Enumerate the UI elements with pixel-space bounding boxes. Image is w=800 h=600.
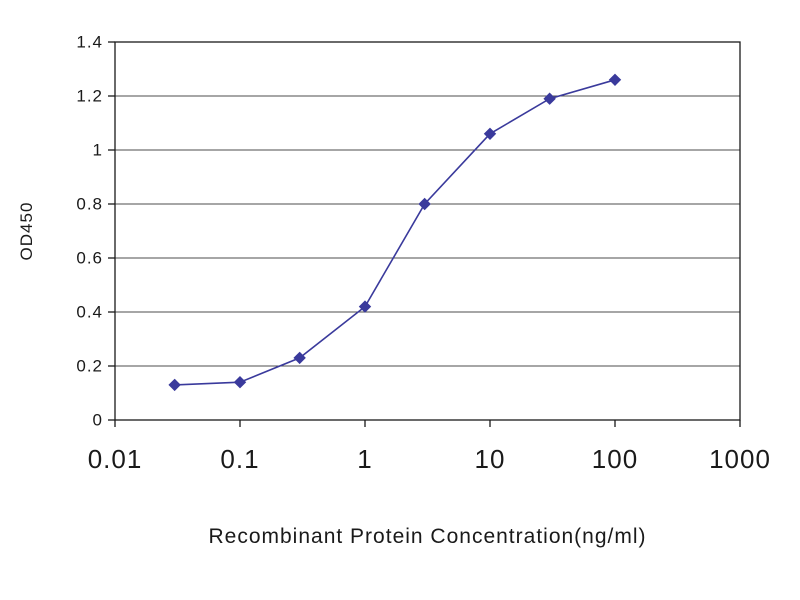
axis-titles: Recombinant Protein Concentration(ng/ml)… [17, 202, 646, 548]
y-tick-label: 0.4 [76, 303, 103, 322]
data-point-30 [543, 92, 556, 105]
series-line [174, 79, 616, 386]
y-tick-label: 0.6 [76, 249, 103, 268]
data-point-0.1 [233, 375, 247, 389]
x-tick-label: 1000 [709, 444, 771, 474]
x-tick-label: 0.1 [220, 444, 259, 474]
gridlines [115, 95, 740, 367]
data-point-0.3 [293, 351, 306, 365]
data-point-10 [483, 127, 497, 141]
y-tick-label: 0 [93, 411, 103, 430]
x-axis-title: Recombinant Protein Concentration(ng/ml) [208, 525, 646, 548]
data-point-0.03 [168, 378, 181, 392]
plot-border [114, 41, 741, 421]
axes [114, 41, 741, 421]
y-axis-title: OD450 [17, 202, 36, 261]
data-point-100 [608, 73, 622, 87]
y-tick-label: 1 [93, 141, 103, 160]
data-point-1 [358, 300, 372, 313]
y-tick-label: 1.4 [76, 33, 103, 52]
tick-marks [108, 41, 741, 427]
x-tick-label: 1 [357, 444, 372, 474]
x-tick-label: 0.01 [88, 444, 143, 474]
y-tick-label: 0.2 [76, 357, 103, 376]
data-point-3 [418, 197, 431, 211]
tick-labels: 0 0.2 0.4 0.6 0.8 1 1.2 1.4 0.01 0.1 1 10 100 1000 [76, 33, 771, 475]
x-tick-label: 100 [592, 444, 638, 474]
data-series [168, 73, 622, 392]
y-tick-label: 1.2 [76, 87, 103, 106]
y-tick-label: 0.8 [76, 195, 103, 214]
x-tick-label: 10 [475, 444, 506, 474]
